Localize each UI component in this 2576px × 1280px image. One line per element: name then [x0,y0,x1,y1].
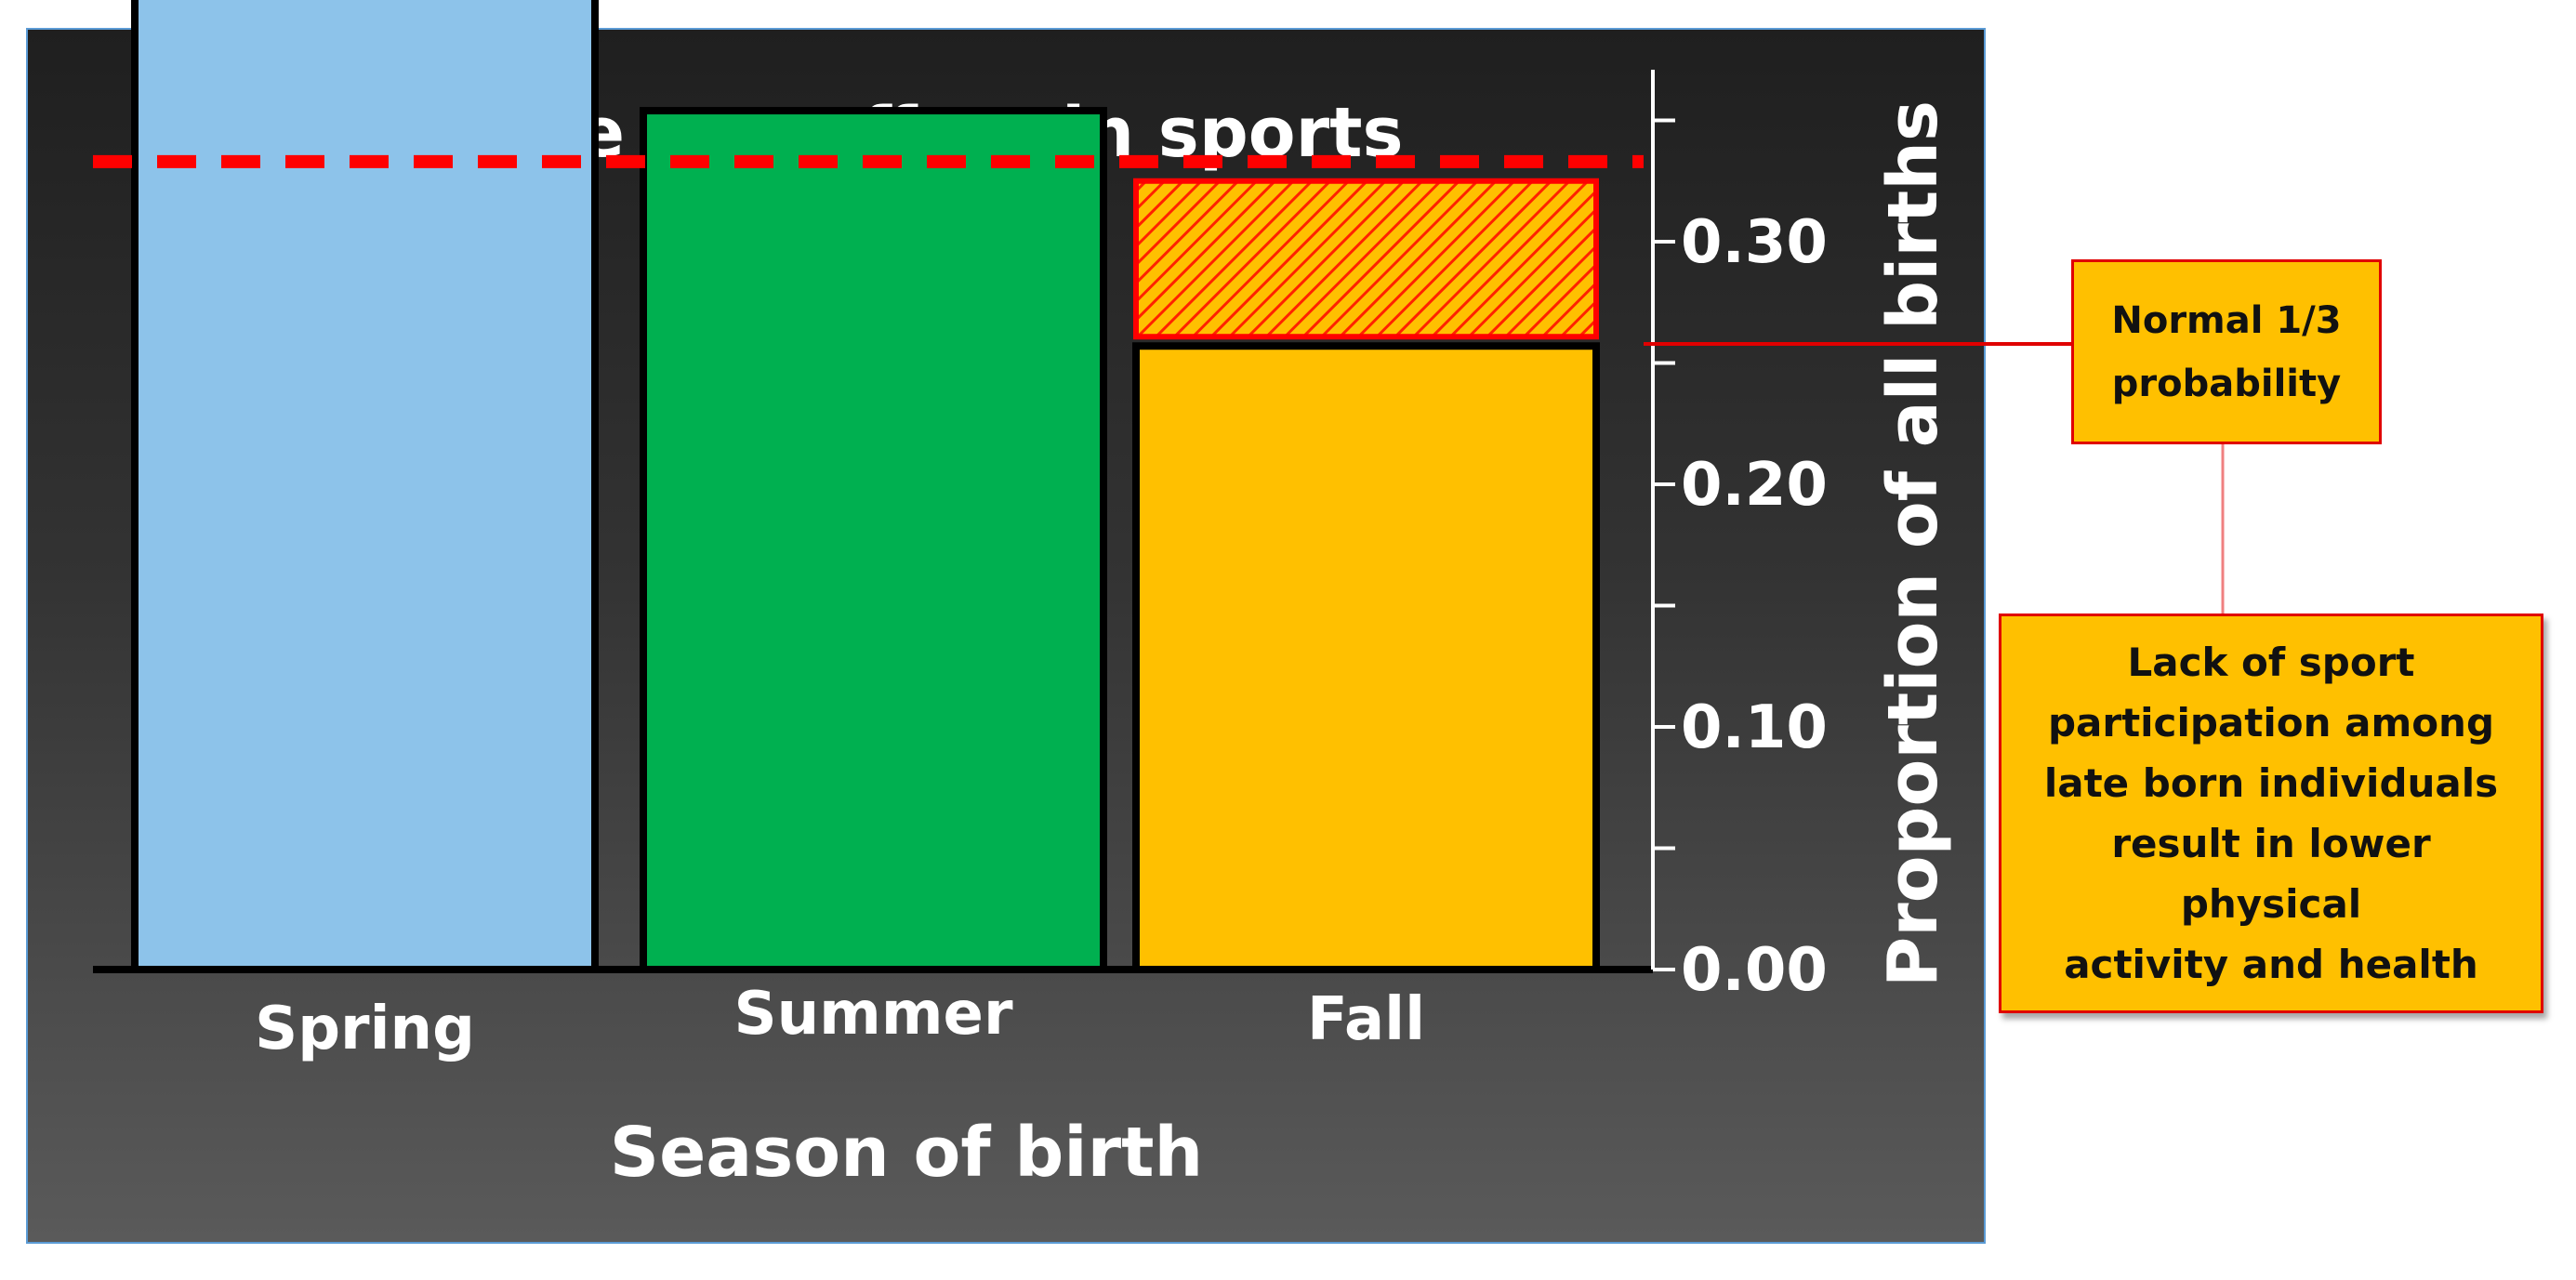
deficit-segment-fall [1133,178,1599,340]
y-tick-label-0.40: 0.40 [1681,0,1828,34]
normal-callout-line-1: Normal 1/3 [2111,298,2342,342]
normal-callout-line-2: probability [2111,362,2342,405]
bar-summer [640,107,1107,973]
lack-callout-line-3: late born individuals [2043,760,2499,806]
y-tick-label-0.30: 0.30 [1681,208,1828,277]
y-axis-label: Proportion of all births [1873,100,1953,987]
y-tick-label-0.10: 0.10 [1681,693,1828,762]
normal-probability-callout: Normal 1/3 probability [2071,259,2382,444]
y-tick-label-0.20: 0.20 [1681,451,1828,520]
lack-of-participation-callout: Lack of sport participation among late b… [1999,614,2543,1013]
x-axis-label: Season of birth [610,1113,1203,1193]
category-label-spring: Spring [255,995,475,1063]
lack-callout-line-1: Lack of sport [2127,640,2415,685]
bar-fall [1132,342,1600,974]
y-tick-label-0.00: 0.00 [1681,936,1828,1005]
lack-callout-line-4: result in lower physical [2111,821,2431,927]
lack-callout-line-5: activity and health [2064,942,2478,987]
category-label-fall: Fall [1307,985,1425,1054]
category-label-summer: Summer [734,980,1013,1049]
lack-callout-line-2: participation among [2047,700,2495,746]
bar-spring [131,0,599,973]
